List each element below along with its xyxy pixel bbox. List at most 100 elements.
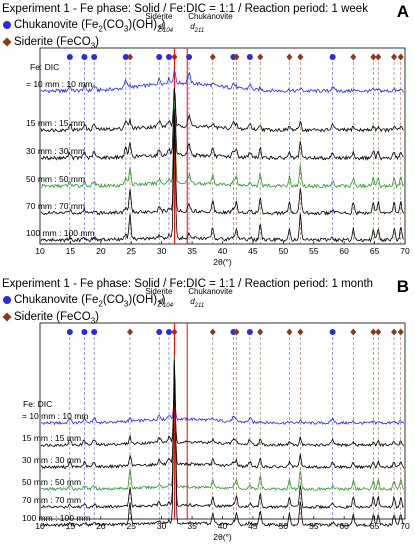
siderite-peak-marker — [233, 328, 240, 336]
siderite-peak-marker — [257, 53, 264, 61]
pattern-line — [40, 87, 404, 133]
series-label: = 10 mm : 10 mm — [22, 411, 88, 421]
chart-panel-a: Experiment 1 - Fe phase: Solid / Fe:DIC … — [2, 2, 410, 267]
chukanovite-peak-marker — [122, 54, 129, 60]
x-tick-label: 50 — [279, 521, 289, 531]
chukanovite-peak-marker — [156, 54, 163, 60]
legend-chukanovite-label: Chukanovite (Fe2(CO3)(OH)2) — [14, 294, 166, 309]
siderite-peak-marker — [127, 328, 134, 336]
series-label: 30 mm : 30 mm — [26, 146, 85, 156]
chukanovite-peak-marker — [329, 329, 336, 335]
chukanovite-peak-marker — [329, 54, 336, 60]
pattern-line — [40, 395, 405, 426]
x-tick-label: 10 — [35, 521, 45, 531]
x-tick-label: 70 — [400, 521, 410, 531]
x-tick-label: 15 — [66, 246, 76, 256]
pattern-line — [40, 390, 405, 448]
series-header: Fe: DIC — [23, 399, 52, 409]
pattern-line — [40, 69, 404, 94]
panel-letter: A — [396, 2, 409, 21]
x-tick-label: 45 — [248, 521, 258, 531]
siderite-peak-marker — [209, 328, 216, 336]
x-axis-label: 2θ(°) — [213, 257, 232, 267]
annotation-siderite: Siderite — [145, 12, 173, 21]
x-tick-label: 60 — [339, 521, 349, 531]
x-tick-label: 20 — [96, 246, 106, 256]
x-tick-label: 65 — [370, 521, 380, 531]
series-label: 100 mm : 100 mm — [22, 513, 91, 523]
x-axis-label: 2θ(°) — [213, 532, 232, 542]
siderite-peak-marker — [397, 328, 404, 336]
series-label: 30 mm : 30 mm — [22, 455, 81, 465]
series-label: 50 mm : 50 mm — [26, 174, 85, 184]
series-label: 15 mm : 15 mm — [26, 118, 85, 128]
x-tick-label: 40 — [218, 246, 228, 256]
series-label: 100 mm : 100 mm — [26, 228, 95, 238]
x-tick-label: 25 — [127, 521, 137, 531]
circle-marker-icon — [3, 20, 11, 29]
legend-siderite-label: Siderite (FeCO3) — [14, 36, 99, 51]
annotation-siderite-plane: d104 — [158, 297, 173, 309]
series-label: = 10 mm : 10 mm — [26, 79, 92, 89]
legend-chukanovite: Chukanovite (Fe2(CO3)(OH)2) — [3, 294, 165, 308]
x-tick-label: 70 — [400, 246, 410, 256]
pattern-line — [40, 383, 405, 470]
x-tick-label: 30 — [157, 521, 167, 531]
siderite-peak-marker — [286, 328, 293, 336]
siderite-peak-marker — [286, 53, 293, 61]
siderite-peak-marker — [391, 328, 398, 336]
x-tick-label: 20 — [96, 521, 106, 531]
chukanovite-peak-marker — [165, 329, 172, 335]
legend-chukanovite: Chukanovite (Fe2(CO3)(OH)2) — [3, 19, 165, 33]
pattern-line — [40, 364, 405, 528]
siderite-peak-marker — [209, 53, 216, 61]
annotation-chukanovite-plane: d211 — [190, 297, 204, 309]
siderite-peak-marker — [370, 53, 377, 61]
chukanovite-peak-marker — [165, 54, 172, 60]
siderite-peak-marker — [391, 53, 398, 61]
chukanovite-peak-marker — [246, 329, 253, 335]
panel-letter: B — [396, 277, 409, 296]
siderite-peak-marker — [397, 53, 404, 61]
siderite-peak-marker — [370, 328, 377, 336]
x-tick-label: 60 — [339, 246, 349, 256]
x-tick-label: 40 — [218, 521, 228, 531]
legend-siderite: Siderite (FeCO3) — [2, 36, 99, 51]
circle-marker-icon — [3, 295, 11, 304]
x-tick-label: 55 — [309, 246, 319, 256]
chart-title: Experiment 1 - Fe phase: Solid / Fe:DIC … — [2, 278, 374, 290]
chukanovite-peak-marker — [66, 329, 73, 335]
legend-siderite-label: Siderite (FeCO3) — [14, 311, 99, 326]
chukanovite-peak-marker — [91, 54, 98, 60]
x-tick-label: 55 — [309, 521, 319, 531]
x-tick-label: 35 — [187, 246, 197, 256]
series-label: 50 mm : 50 mm — [22, 477, 81, 487]
siderite-peak-marker — [350, 328, 357, 336]
siderite-peak-marker — [233, 53, 240, 61]
chukanovite-peak-marker — [81, 54, 88, 60]
annotation-siderite: Siderite — [145, 287, 173, 296]
x-tick-label: 25 — [127, 246, 137, 256]
pattern-line — [40, 360, 404, 510]
x-tick-label: 35 — [187, 521, 197, 531]
pattern-line — [40, 89, 404, 161]
x-tick-label: 50 — [279, 246, 289, 256]
legend-siderite: Siderite (FeCO3) — [2, 311, 99, 326]
pattern-line — [40, 355, 405, 492]
siderite-peak-marker — [375, 328, 382, 336]
chart-panel-b: Experiment 1 - Fe phase: Solid / Fe:DIC … — [0, 275, 415, 550]
chart-title: Experiment 1 - Fe phase: Solid / Fe:DIC … — [2, 3, 368, 15]
annotation-chukanovite-plane: d211 — [190, 22, 204, 34]
x-tick-label: 45 — [248, 246, 258, 256]
x-tick-label: 30 — [157, 246, 167, 256]
chukanovite-peak-marker — [246, 54, 253, 60]
annotation-siderite-plane: d104 — [158, 22, 173, 34]
siderite-peak-marker — [257, 328, 264, 336]
x-tick-label: 15 — [66, 521, 76, 531]
pattern-line — [40, 126, 405, 243]
annotation-chukanovite: Chukanovite — [188, 12, 233, 21]
chukanovite-peak-marker — [66, 54, 73, 60]
chukanovite-peak-marker — [91, 329, 98, 335]
